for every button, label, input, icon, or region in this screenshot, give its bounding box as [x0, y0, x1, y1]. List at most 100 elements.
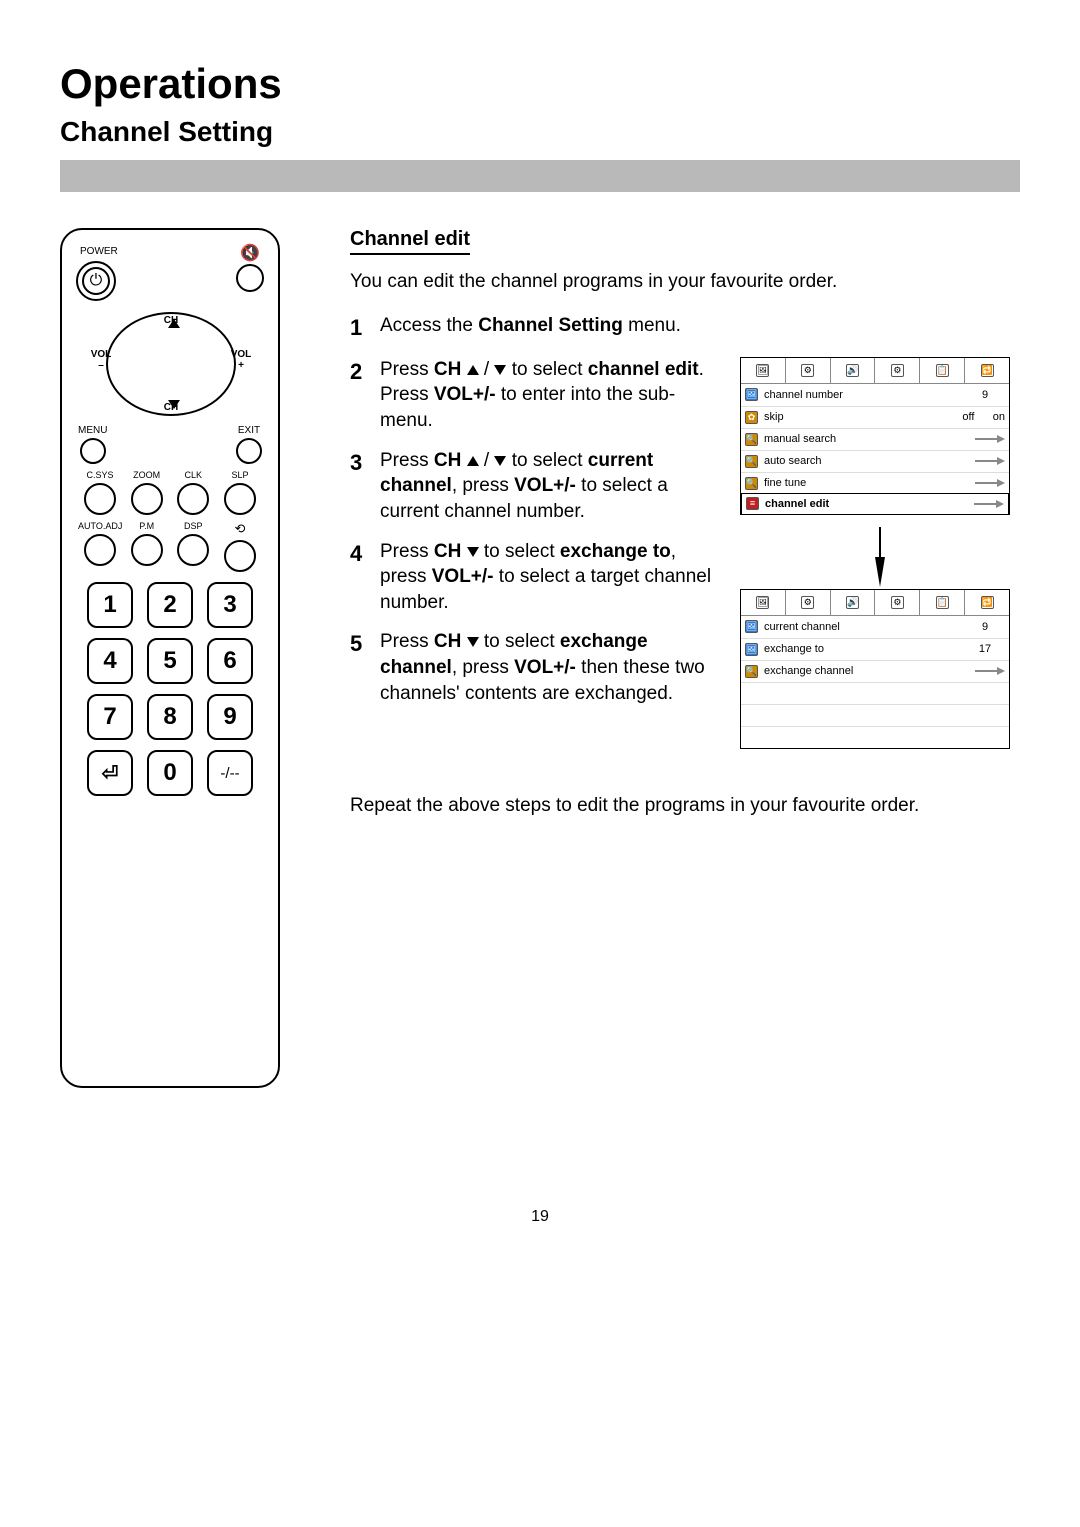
osd-row: 🖼channel number9 — [741, 384, 1009, 406]
numpad-button: 2 — [147, 582, 193, 628]
intro-text: You can edit the channel programs in you… — [350, 271, 1020, 293]
dpad-right-label: VOL + — [226, 349, 256, 371]
dpad: CH VOL – VOL + CH — [76, 309, 266, 419]
chevron-down-icon — [467, 637, 479, 647]
remote-column: POWER ⏻ 🔇 CH VOL – VOL + CH — [60, 228, 310, 1088]
remote-illustration: POWER ⏻ 🔇 CH VOL – VOL + CH — [60, 228, 280, 1088]
chevron-down-icon — [467, 547, 479, 557]
osd-tab: ⚙ — [875, 358, 920, 384]
numpad-button: 4 — [87, 638, 133, 684]
osd-row-icon: 🖼 — [745, 620, 758, 633]
page-title: Operations — [60, 60, 1020, 108]
remote-small-button: P.M — [125, 521, 169, 572]
osd-figure-2: 🖼⚙🔊⚙📋🔁🖼current channel9🖼exchange to17🔍ex… — [740, 589, 1010, 749]
power-button: POWER ⏻ — [76, 246, 118, 301]
menu-button: MENU — [78, 425, 107, 464]
osd-row-icon: 🔍 — [745, 477, 758, 490]
remote-small-button: ⟲ — [218, 521, 262, 572]
osd-figure-1: 🖼⚙🔊⚙📋🔁🖼channel number9✿skipoff on🔍manual… — [740, 357, 1010, 515]
osd-row: 🔍auto search — [741, 450, 1009, 472]
chevron-down-icon — [494, 365, 506, 375]
step-text: Press CH to select exchange to, press VO… — [380, 539, 720, 616]
remote-row-1: C.SYSZOOMCLKSLP — [76, 470, 264, 515]
osd-tab: 🔁 — [965, 590, 1009, 616]
osd-row: 🔍fine tune — [741, 472, 1009, 494]
arrow-right-icon — [975, 436, 1005, 442]
numpad-button: 6 — [207, 638, 253, 684]
osd-row-icon: 🖼 — [745, 643, 758, 656]
osd-row: ✿skipoff on — [741, 406, 1009, 428]
numpad-button: -/-- — [207, 750, 253, 796]
osd-row-icon: 🔍 — [745, 665, 758, 678]
osd-tab: ⚙ — [786, 358, 831, 384]
step-3: 3Press CH / to select current channel, p… — [350, 448, 720, 525]
remote-small-button: ZOOM — [125, 470, 169, 515]
remote-small-button: SLP — [218, 470, 262, 515]
step-text: Press CH / to select channel edit. Press… — [380, 357, 720, 434]
arrow-right-icon — [975, 480, 1005, 486]
osd-row: ≡channel edit — [741, 493, 1009, 515]
steps-list: 2Press CH / to select channel edit. Pres… — [350, 357, 720, 789]
step-1: 1 Access the Channel Setting menu. — [350, 313, 1020, 343]
arrow-right-icon — [974, 501, 1004, 507]
dpad-up-label: CH — [76, 315, 266, 326]
osd-tab: 📋 — [920, 358, 965, 384]
chevron-up-icon — [467, 456, 479, 466]
remote-row-2: AUTO.ADJP.MDSP⟲ — [76, 521, 264, 572]
chevron-up-icon — [467, 365, 479, 375]
osd-row: 🔍exchange channel — [741, 660, 1009, 682]
osd-tab: ⚙ — [875, 590, 920, 616]
outro-text: Repeat the above steps to edit the progr… — [350, 795, 1020, 817]
gray-divider — [60, 160, 1020, 192]
step-2: 2Press CH / to select channel edit. Pres… — [350, 357, 720, 434]
numpad-button: 7 — [87, 694, 133, 740]
exit-button: EXIT — [236, 425, 262, 464]
osd-row-icon: 🔍 — [745, 455, 758, 468]
step-text: Press CH / to select current channel, pr… — [380, 448, 720, 525]
mute-button: 🔇 — [236, 246, 264, 292]
osd-row: 🖼exchange to17 — [741, 638, 1009, 660]
content: POWER ⏻ 🔇 CH VOL – VOL + CH — [60, 228, 1020, 1088]
remote-small-button: CLK — [171, 470, 215, 515]
step-5: 5Press CH to select exchange channel, pr… — [350, 629, 720, 706]
arrow-right-icon — [975, 668, 1005, 674]
remote-small-button: DSP — [171, 521, 215, 572]
arrow-down-icon — [875, 557, 885, 587]
step-4: 4Press CH to select exchange to, press V… — [350, 539, 720, 616]
numpad: 123 456 789 ⏎ 0 -/-- — [76, 582, 264, 796]
osd-row-icon: ✿ — [745, 411, 758, 424]
osd-row-icon: ≡ — [746, 497, 759, 510]
numpad-button: 9 — [207, 694, 253, 740]
osd-row: 🔍manual search — [741, 428, 1009, 450]
osd-row-icon: 🔍 — [745, 433, 758, 446]
osd-row-icon: 🖼 — [745, 388, 758, 401]
mute-icon: 🔇 — [236, 246, 264, 262]
osd-tab: 🔊 — [831, 358, 876, 384]
step-text: Press CH to select exchange channel, pre… — [380, 629, 720, 706]
osd-tab: 🔁 — [965, 358, 1009, 384]
numpad-button: 3 — [207, 582, 253, 628]
arrow-right-icon — [975, 458, 1005, 464]
section-heading: Channel edit — [350, 228, 470, 255]
chevron-down-icon — [494, 456, 506, 466]
power-icon: ⏻ — [90, 273, 103, 289]
page: Operations Channel Setting POWER ⏻ 🔇 — [0, 0, 1080, 1266]
numpad-button: 5 — [147, 638, 193, 684]
chevron-down-icon — [168, 400, 180, 409]
osd-tab: 📋 — [920, 590, 965, 616]
numpad-button: 1 — [87, 582, 133, 628]
step-1-text: Access the Channel Setting menu. — [380, 313, 681, 343]
page-subtitle: Channel Setting — [60, 116, 1020, 148]
remote-small-button: C.SYS — [78, 470, 122, 515]
instructions-column: Channel edit You can edit the channel pr… — [350, 228, 1020, 1088]
page-number: 19 — [60, 1208, 1020, 1226]
osd-row: 🖼current channel9 — [741, 616, 1009, 638]
osd-tab: 🖼 — [741, 590, 786, 616]
osd-tab: ⚙ — [786, 590, 831, 616]
numpad-button: ⏎ — [87, 750, 133, 796]
dpad-left-label: VOL – — [86, 349, 116, 371]
numpad-button: 0 — [147, 750, 193, 796]
osd-tab: 🔊 — [831, 590, 876, 616]
osd-tab: 🖼 — [741, 358, 786, 384]
numpad-button: 8 — [147, 694, 193, 740]
